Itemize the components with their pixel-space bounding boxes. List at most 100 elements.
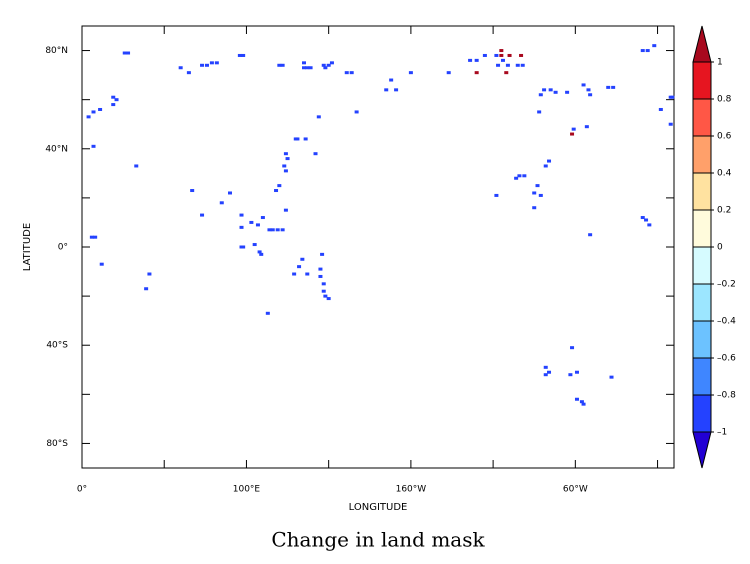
cell — [574, 397, 579, 401]
cell — [241, 53, 246, 57]
cell — [570, 132, 575, 136]
y-tick-label: 40°N — [45, 144, 68, 154]
colorbar-box — [692, 61, 712, 100]
cell — [318, 267, 323, 271]
colorbar-box — [692, 135, 712, 174]
cell — [274, 189, 279, 193]
cell — [255, 223, 260, 227]
cell — [494, 193, 499, 197]
cell — [144, 287, 149, 291]
cell — [543, 365, 548, 369]
cell — [584, 125, 589, 129]
cell — [644, 218, 649, 222]
cell — [302, 66, 306, 70]
colorbar-triangle — [692, 25, 712, 63]
cell — [285, 157, 290, 161]
cell — [329, 61, 334, 65]
cell — [265, 311, 270, 315]
cell — [313, 152, 318, 156]
cell — [190, 189, 195, 193]
cell — [283, 169, 288, 173]
cell — [321, 63, 326, 67]
cell — [581, 83, 586, 87]
cell — [270, 228, 275, 232]
cell — [321, 289, 326, 293]
cell — [588, 93, 593, 97]
cell — [446, 71, 451, 75]
colorbar-box — [692, 283, 712, 322]
cell — [305, 272, 310, 276]
cell — [354, 110, 359, 114]
colorbar-box — [692, 172, 712, 211]
colorbar-box — [692, 209, 712, 248]
cell — [277, 63, 282, 67]
x-tick-label: 100°E — [233, 485, 261, 495]
cell — [640, 216, 645, 220]
cell — [178, 66, 183, 70]
colorbar-box — [692, 98, 712, 137]
cell — [537, 110, 542, 114]
cell — [239, 225, 244, 229]
cell — [280, 228, 285, 232]
cell — [543, 164, 548, 168]
colorbar-triangle — [692, 431, 712, 469]
cell — [111, 95, 116, 99]
cell — [209, 61, 214, 65]
cell — [349, 71, 354, 75]
cell — [586, 88, 591, 92]
cell — [496, 63, 501, 67]
cell — [394, 88, 399, 92]
colorbar-label: 0 — [717, 243, 723, 253]
cell — [519, 53, 524, 57]
cell — [474, 58, 479, 62]
cell — [542, 88, 547, 92]
cell — [543, 373, 548, 377]
cell — [570, 346, 575, 350]
cell — [532, 191, 537, 195]
cell — [295, 137, 300, 141]
cell — [494, 53, 499, 57]
cell — [252, 243, 257, 247]
cell — [535, 184, 540, 188]
cell — [588, 233, 593, 237]
cell — [581, 402, 586, 406]
x-tick-label: 60°W — [563, 485, 588, 495]
cell — [93, 235, 98, 239]
cell — [275, 228, 280, 232]
cell — [532, 206, 537, 210]
cell — [305, 66, 310, 70]
cell — [292, 272, 297, 276]
cell — [609, 375, 614, 379]
cell — [647, 223, 652, 227]
colorbar-label: –0.4 — [717, 317, 736, 327]
cell — [320, 252, 325, 256]
cell — [507, 53, 512, 57]
cell — [267, 228, 272, 232]
colorbar-label: –0.6 — [717, 354, 736, 364]
cell — [499, 49, 504, 53]
cell — [326, 63, 331, 67]
cell — [122, 51, 127, 55]
cell — [658, 107, 663, 111]
cell — [99, 262, 104, 266]
x-tick-label: 160°W — [396, 485, 427, 495]
cell — [670, 95, 675, 99]
cell — [504, 71, 509, 75]
y-axis-label: LATITUDE — [22, 223, 33, 271]
cell — [98, 107, 103, 111]
cell — [91, 144, 96, 148]
cell — [228, 191, 232, 195]
cell — [280, 63, 285, 67]
y-tick-label: 0° — [58, 243, 68, 253]
cell — [237, 53, 242, 57]
cell — [204, 63, 209, 67]
cell — [259, 252, 264, 256]
cell — [500, 58, 505, 62]
cell — [517, 174, 522, 178]
colorbar-label: 0.6 — [717, 132, 732, 142]
colorbar-label: 0.8 — [717, 95, 732, 105]
cell — [260, 216, 265, 220]
cell — [522, 174, 527, 178]
cell — [668, 122, 673, 126]
